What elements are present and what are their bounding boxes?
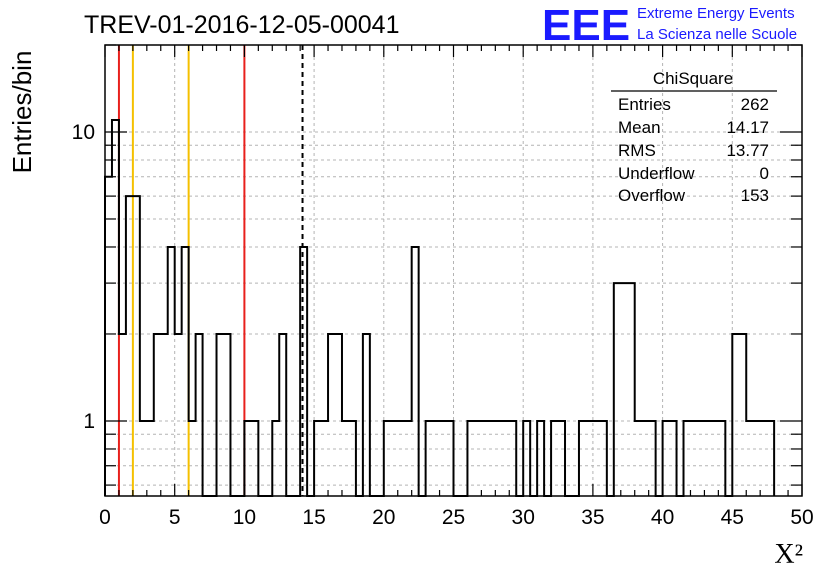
x-tick-label: 25	[442, 506, 465, 529]
x-tick-label: 35	[581, 506, 604, 529]
x-tick-label: 40	[651, 506, 674, 529]
x-tick-label: 0	[99, 506, 111, 529]
x-tick-label: 5	[169, 506, 181, 529]
stats-label-overflow: Overflow	[618, 186, 686, 205]
x-tick-label: 15	[302, 506, 325, 529]
stats-box: ChiSquare Entries 262 Mean 14.17 RMS 13.…	[611, 69, 777, 205]
x-tick-label: 45	[721, 506, 744, 529]
axis-ticks	[104, 44, 803, 496]
stats-value-mean: 14.17	[726, 118, 769, 137]
y-tick-label: 10	[72, 121, 95, 144]
x-tick-label: 50	[790, 506, 813, 529]
reference-lines	[117, 45, 304, 496]
x-tick-labels: 0 5 10 15 20 25 30 35 40 45 50	[99, 506, 814, 529]
eee-logo-mark: EEE	[542, 1, 630, 50]
y-tick-labels: 1 10	[72, 121, 95, 433]
y-tick-label: 1	[83, 410, 95, 433]
stats-label-rms: RMS	[618, 141, 656, 160]
eee-logo-line1: Extreme Energy Events	[637, 5, 795, 22]
stats-value-entries: 262	[741, 95, 769, 114]
x-axis-title: Χ²	[774, 539, 803, 570]
histogram-step-line	[104, 119, 776, 497]
stats-label-underflow: Underflow	[618, 164, 695, 183]
x-tick-label: 10	[233, 506, 256, 529]
eee-logo-line2: La Scienza nelle Scuole	[637, 26, 797, 43]
chart-title: TREV-01-2016-12-05-00041	[84, 11, 399, 39]
stats-label-mean: Mean	[618, 118, 661, 137]
x-tick-label: 20	[372, 506, 395, 529]
stats-value-underflow: 0	[760, 164, 769, 183]
stats-value-rms: 13.77	[726, 141, 769, 160]
stats-value-overflow: 153	[741, 186, 769, 205]
eee-logo: EEE Extreme Energy Events La Scienza nel…	[542, 1, 797, 50]
y-axis-title: Entries/bin	[7, 51, 37, 174]
stats-title: ChiSquare	[653, 69, 733, 88]
stats-label-entries: Entries	[618, 95, 671, 114]
x-tick-label: 30	[512, 506, 535, 529]
